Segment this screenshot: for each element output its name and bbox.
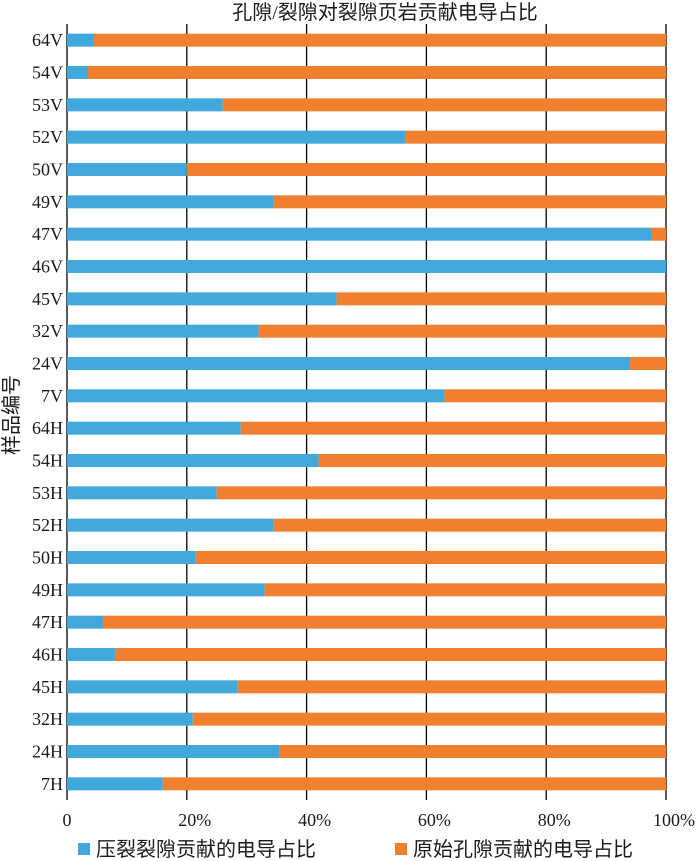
y-tick-label-50H: 50H bbox=[32, 548, 63, 568]
bar-32H-series-0 bbox=[67, 712, 193, 726]
bar-52V-series-0 bbox=[67, 130, 406, 144]
bar-53H-series-0 bbox=[67, 486, 217, 500]
legend-label-1: 原始孔隙贡献的电导占比 bbox=[413, 837, 633, 861]
y-tick-label-64H: 64H bbox=[32, 418, 63, 438]
bar-64V-series-0 bbox=[67, 33, 94, 47]
bar-32V-series-1 bbox=[258, 324, 666, 338]
bar-46V-series-0 bbox=[67, 260, 666, 273]
bar-54V-series-0 bbox=[67, 66, 88, 79]
bar-50H-series-0 bbox=[67, 551, 196, 564]
bar-64V-series-1 bbox=[93, 33, 666, 47]
x-tick-label-2: 40% bbox=[298, 810, 331, 830]
bar-45V-series-1 bbox=[336, 292, 666, 306]
x-tick-label-0: 0 bbox=[63, 810, 72, 830]
bar-53V-series-1 bbox=[222, 98, 667, 112]
y-tick-label-53V: 53V bbox=[32, 95, 63, 115]
y-tick-label-52H: 52H bbox=[32, 515, 63, 535]
bar-47H-series-0 bbox=[67, 615, 103, 629]
y-tick-label-49V: 49V bbox=[32, 192, 63, 212]
bar-49H-series-0 bbox=[67, 583, 265, 597]
y-tick-label-49H: 49H bbox=[32, 580, 63, 600]
bar-54V-series-1 bbox=[87, 66, 667, 79]
legend-swatch-1 bbox=[395, 843, 407, 855]
y-tick-label-47H: 47H bbox=[32, 612, 63, 632]
legend: 压裂裂隙贡献的电导占比 原始孔隙贡献的电导占比 bbox=[78, 837, 633, 861]
bar-64H-series-0 bbox=[67, 421, 241, 435]
y-tick-label-47V: 47V bbox=[32, 224, 63, 244]
bar-47V-series-0 bbox=[67, 227, 652, 241]
bar-53H-series-1 bbox=[216, 486, 666, 500]
bar-49H-series-1 bbox=[264, 583, 666, 597]
y-tick-label-24H: 24H bbox=[32, 742, 63, 762]
bar-50V-series-0 bbox=[67, 163, 187, 176]
bar-64H-series-1 bbox=[240, 421, 666, 435]
bars bbox=[67, 33, 667, 791]
bar-24H-series-0 bbox=[67, 745, 280, 758]
bar-49V-series-0 bbox=[67, 195, 274, 209]
y-tick-label-64V: 64V bbox=[32, 30, 63, 50]
bar-46H-series-0 bbox=[67, 648, 115, 661]
y-tick-label-7V: 7V bbox=[41, 386, 63, 406]
bar-7V-series-1 bbox=[444, 389, 666, 403]
bar-45H-series-1 bbox=[237, 680, 666, 694]
x-tick-label-3: 60% bbox=[418, 810, 451, 830]
bar-7H-series-1 bbox=[162, 777, 666, 791]
x-tick-label-4: 80% bbox=[538, 810, 571, 830]
bar-52H-series-0 bbox=[67, 518, 274, 532]
gridlines bbox=[66, 24, 667, 800]
y-tick-label-50V: 50V bbox=[32, 160, 63, 180]
y-tick-label-46H: 46H bbox=[32, 645, 63, 665]
y-tick-labels: 64V 54V 53V 52V 50V 49V 47V 46V 45V 32V 24V 7V 64H 54… bbox=[32, 30, 63, 794]
x-tick-label-5: 100% bbox=[653, 810, 695, 830]
bar-47H-series-1 bbox=[102, 615, 666, 629]
bar-49V-series-1 bbox=[273, 195, 666, 209]
bar-54H-series-1 bbox=[318, 454, 666, 467]
y-axis-title: 样品编号 bbox=[0, 375, 23, 455]
bar-53V-series-0 bbox=[67, 98, 223, 112]
bar-50V-series-1 bbox=[186, 163, 667, 176]
bar-7H-series-0 bbox=[67, 777, 163, 791]
bar-24H-series-1 bbox=[279, 745, 666, 758]
bar-45H-series-0 bbox=[67, 680, 238, 694]
y-tick-label-32V: 32V bbox=[32, 321, 63, 341]
bar-32H-series-1 bbox=[192, 712, 667, 726]
y-tick-label-46V: 46V bbox=[32, 257, 63, 277]
bar-52H-series-1 bbox=[273, 518, 666, 532]
x-tick-label-1: 20% bbox=[178, 810, 211, 830]
legend-swatch-0 bbox=[78, 843, 90, 855]
bar-54H-series-0 bbox=[67, 454, 319, 467]
bar-50H-series-1 bbox=[195, 551, 666, 564]
y-tick-label-32H: 32H bbox=[32, 709, 63, 729]
bar-32V-series-0 bbox=[67, 324, 259, 338]
y-tick-label-54H: 54H bbox=[32, 451, 63, 471]
y-tick-label-54V: 54V bbox=[32, 63, 63, 83]
y-tick-label-53H: 53H bbox=[32, 483, 63, 503]
bar-46H-series-1 bbox=[114, 648, 667, 661]
bar-7V-series-0 bbox=[67, 389, 445, 403]
bar-45V-series-0 bbox=[67, 292, 337, 306]
y-tick-label-7H: 7H bbox=[41, 774, 63, 794]
bar-24V-series-0 bbox=[67, 357, 631, 370]
y-tick-label-24V: 24V bbox=[32, 354, 63, 374]
legend-label-0: 压裂裂隙贡献的电导占比 bbox=[96, 837, 316, 861]
x-tick-labels: 0 20% 40% 60% 80% 100% bbox=[63, 810, 696, 830]
bar-52V-series-1 bbox=[405, 130, 666, 144]
y-tick-label-52V: 52V bbox=[32, 127, 63, 147]
chart-title: 孔隙/裂隙对裂隙页岩贡献电导占比 bbox=[232, 1, 538, 24]
y-tick-label-45V: 45V bbox=[32, 289, 63, 309]
y-tick-label-45H: 45H bbox=[32, 677, 63, 697]
bar-24V-series-1 bbox=[630, 357, 666, 370]
bar-47V-series-1 bbox=[651, 227, 666, 241]
